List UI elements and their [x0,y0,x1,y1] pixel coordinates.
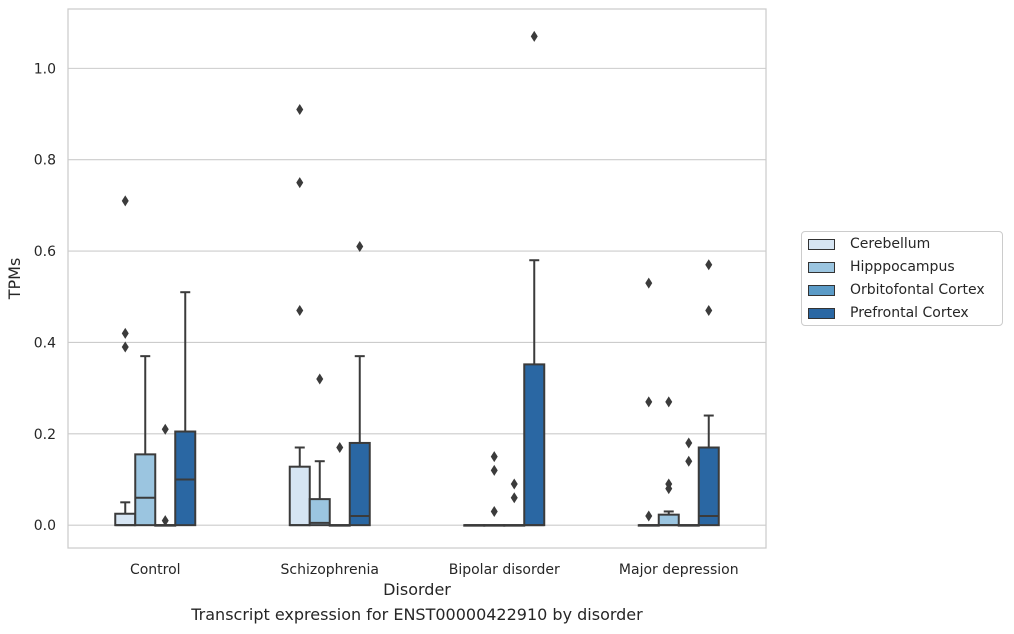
legend-label-hippocampus: Hipppocampus [850,259,955,275]
legend-label-cerebellum: Cerebellum [850,236,931,252]
outlier-point [510,492,518,504]
box-body [308,498,331,527]
box-bipolar-disorder-orbitofontal-cortex [503,478,526,527]
y-tick-label: 0.6 [34,244,56,260]
box-bipolar-disorder-hipppocampus [483,451,506,527]
legend-swatch-hippocampus [808,261,835,273]
box-control-orbitofontal-cortex [154,423,177,527]
y-tick-label: 0.4 [34,335,56,351]
outlier-point [296,103,304,115]
outlier-point [296,304,304,316]
legend-item-cerebellum: Cerebellum [808,234,930,254]
legend-swatch-prefrontal [808,307,835,319]
legend-swatch-cerebellum [808,238,835,250]
legend: Cerebellum Hipppocampus Orbitofontal Cor… [801,231,1003,326]
plot-area-frame [67,8,767,549]
box-schizophrenia-prefrontal-cortex [348,241,371,527]
outlier-point [530,30,538,42]
outlier-point [336,442,344,454]
box-body [174,430,197,527]
legend-label-prefrontal: Prefrontal Cortex [850,305,969,321]
x-tick-label: Control [130,562,181,578]
x-tick-label: Bipolar disorder [449,562,560,578]
y-tick-label: 0.2 [34,427,56,443]
box-schizophrenia-hipppocampus [308,373,331,527]
y-tick-label: 0.8 [34,153,56,169]
outlier-point [665,483,673,495]
box-body [114,512,137,527]
legend-item-hippocampus: Hipppocampus [808,257,955,277]
box-body [523,363,546,527]
outlier-point [161,515,169,527]
outlier-point [510,478,518,490]
box-body [697,446,720,527]
box-body [288,465,311,527]
outlier-point [121,327,129,339]
legend-item-prefrontal: Prefrontal Cortex [808,303,969,323]
outlier-point [685,437,693,449]
x-axis-ticks: Control Schizophrenia Bipolar disorder Majo… [130,562,739,578]
outlier-point [356,241,364,253]
y-axis-label: TPMs [5,258,24,301]
outlier-point [645,277,653,289]
box-bipolar-disorder-cerebellum [463,524,486,527]
outlier-point [705,259,713,271]
box-body [134,453,157,527]
y-axis-ticks: 0.0 0.2 0.4 0.6 0.8 1.0 [34,61,56,534]
outlier-point [316,373,324,385]
outlier-point [296,177,304,189]
outlier-point [685,455,693,467]
outlier-point [705,304,713,316]
box-schizophrenia-cerebellum [288,103,311,527]
figure-caption: Transcript expression for ENST0000042291… [191,605,643,624]
x-axis-label: Disorder [383,580,451,599]
box-schizophrenia-orbitofontal-cortex [328,442,351,527]
outlier-point [645,396,653,408]
box-major-depression-orbitofontal-cortex [677,437,700,527]
y-tick-label: 0.0 [34,518,56,534]
box-major-depression-cerebellum [637,277,660,527]
outlier-point [121,341,129,353]
legend-item-orbitofrontal: Orbitofontal Cortex [808,280,985,300]
outlier-point [161,423,169,435]
box-body [657,513,680,527]
outlier-point [645,510,653,522]
y-tick-label: 1.0 [34,61,56,77]
legend-swatch-orbitofrontal [808,284,835,296]
x-tick-label: Major depression [619,562,739,578]
gridlines [68,67,766,526]
box-major-depression-prefrontal-cortex [697,259,720,527]
box-bipolar-disorder-prefrontal-cortex [523,30,546,527]
outlier-point [121,195,129,207]
outlier-point [490,464,498,476]
outlier-point [490,451,498,463]
legend-label-orbitofrontal: Orbitofontal Cortex [850,282,985,298]
box-control-prefrontal-cortex [174,291,197,527]
x-tick-label: Schizophrenia [281,562,379,578]
boxes [114,30,720,527]
box-body [348,441,371,527]
box-major-depression-hipppocampus [657,396,680,527]
box-control-cerebellum [114,195,137,527]
box-control-hipppocampus [134,355,157,527]
outlier-point [490,505,498,517]
outlier-point [665,396,673,408]
